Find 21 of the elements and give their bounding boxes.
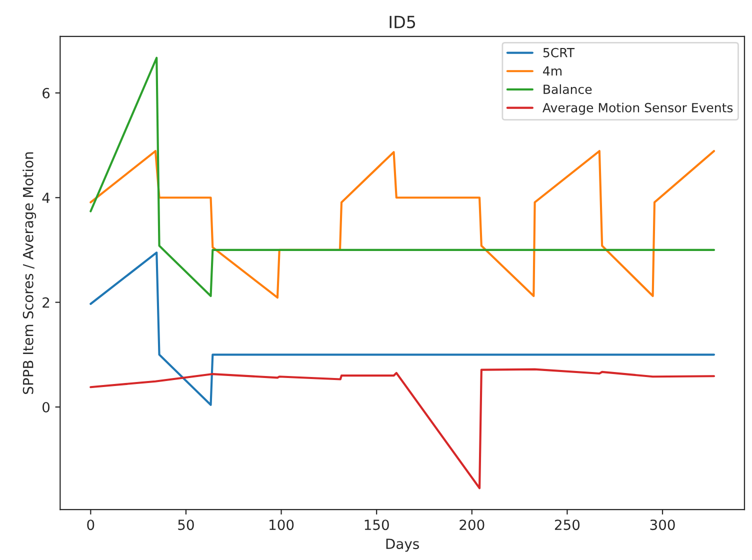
x-tick-label: 150 [364,520,389,530]
legend-label: Balance [544,84,592,94]
x-tick-label: 250 [554,520,580,530]
x-tick-label: 200 [460,520,484,530]
line-series [90,150,716,299]
x-axis-title: Days [386,538,419,552]
legend-label: 4m [543,66,562,76]
line-series [90,252,716,406]
chart-title: ID5 [390,16,416,28]
y-axis-title: SPPB Item Scores / Average Motion [22,152,36,394]
legend-label: 5CRT [543,48,575,58]
y-tick-label: 4 [42,192,50,203]
x-tick-label: 100 [270,520,294,530]
legend-label: Average Motion Sensor Events [542,102,733,115]
x-tick-label: 300 [650,520,675,530]
y-tick-label: 6 [42,88,50,98]
y-tick-label: 2 [42,297,50,308]
x-tick-label: 50 [178,520,194,530]
y-tick-label: 0 [42,402,50,412]
line-series [90,368,716,490]
x-tick-label: 0 [87,520,94,530]
